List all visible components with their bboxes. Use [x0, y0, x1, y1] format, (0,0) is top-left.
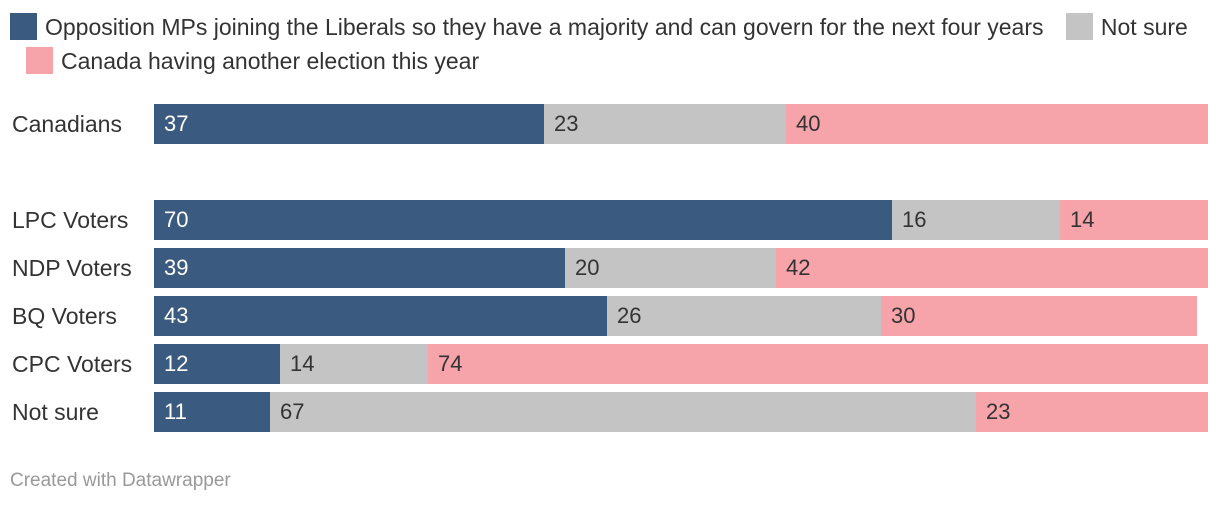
chart-legend: Opposition MPs joining the Liberals so t… [10, 10, 1200, 78]
bar-segment: 23 [544, 104, 786, 144]
bar-segment: 37 [154, 104, 544, 144]
bar-segment: 67 [270, 392, 976, 432]
credit-footer: Created with Datawrapper [10, 470, 231, 491]
bar-segment: 23 [976, 392, 1208, 432]
bar-segment: 39 [154, 248, 565, 288]
bar-segment: 14 [1060, 200, 1208, 240]
bar-segment: 40 [786, 104, 1208, 144]
row-label: NDP Voters [12, 255, 132, 281]
legend-swatch [1065, 13, 1093, 40]
bar-row: 70 16 14 [154, 200, 1208, 240]
bar-segment: 42 [776, 248, 1208, 288]
legend-swatch [10, 13, 37, 40]
legend-label: Opposition MPs joining the Liberals so t… [45, 14, 1044, 40]
legend-label: Not sure [1100, 14, 1188, 40]
row-label: Canadians [12, 111, 122, 137]
bar-segment: 20 [565, 248, 776, 288]
bar-row: 37 23 40 [154, 104, 1208, 144]
legend-item-2: Canada having another election this year [26, 47, 480, 74]
row-label: LPC Voters [12, 207, 129, 233]
legend-swatch [26, 47, 53, 74]
legend-item-0: Opposition MPs joining the Liberals so t… [10, 13, 1044, 40]
bar-row: 43 26 30 [154, 296, 1208, 336]
bar-segment: 14 [280, 344, 428, 384]
bar-row: 11 67 23 [154, 392, 1208, 432]
legend-label: Canada having another election this year [61, 48, 480, 74]
bar-segment: 74 [428, 344, 1208, 384]
bar-segment: 12 [154, 344, 280, 384]
bar-segment: 30 [881, 296, 1197, 336]
bar-row: 39 20 42 [154, 248, 1208, 288]
bar-row: 12 14 74 [154, 344, 1208, 384]
bar-segment: 26 [607, 296, 881, 336]
row-label: BQ Voters [12, 303, 117, 329]
legend-item-1: Not sure [1065, 13, 1188, 40]
row-label: CPC Voters [12, 351, 133, 377]
row-label: Not sure [12, 399, 99, 425]
bar-segment: 16 [892, 200, 1060, 240]
bar-segment: 70 [154, 200, 892, 240]
bar-segment: 43 [154, 296, 607, 336]
bar-segment: 11 [154, 392, 270, 432]
